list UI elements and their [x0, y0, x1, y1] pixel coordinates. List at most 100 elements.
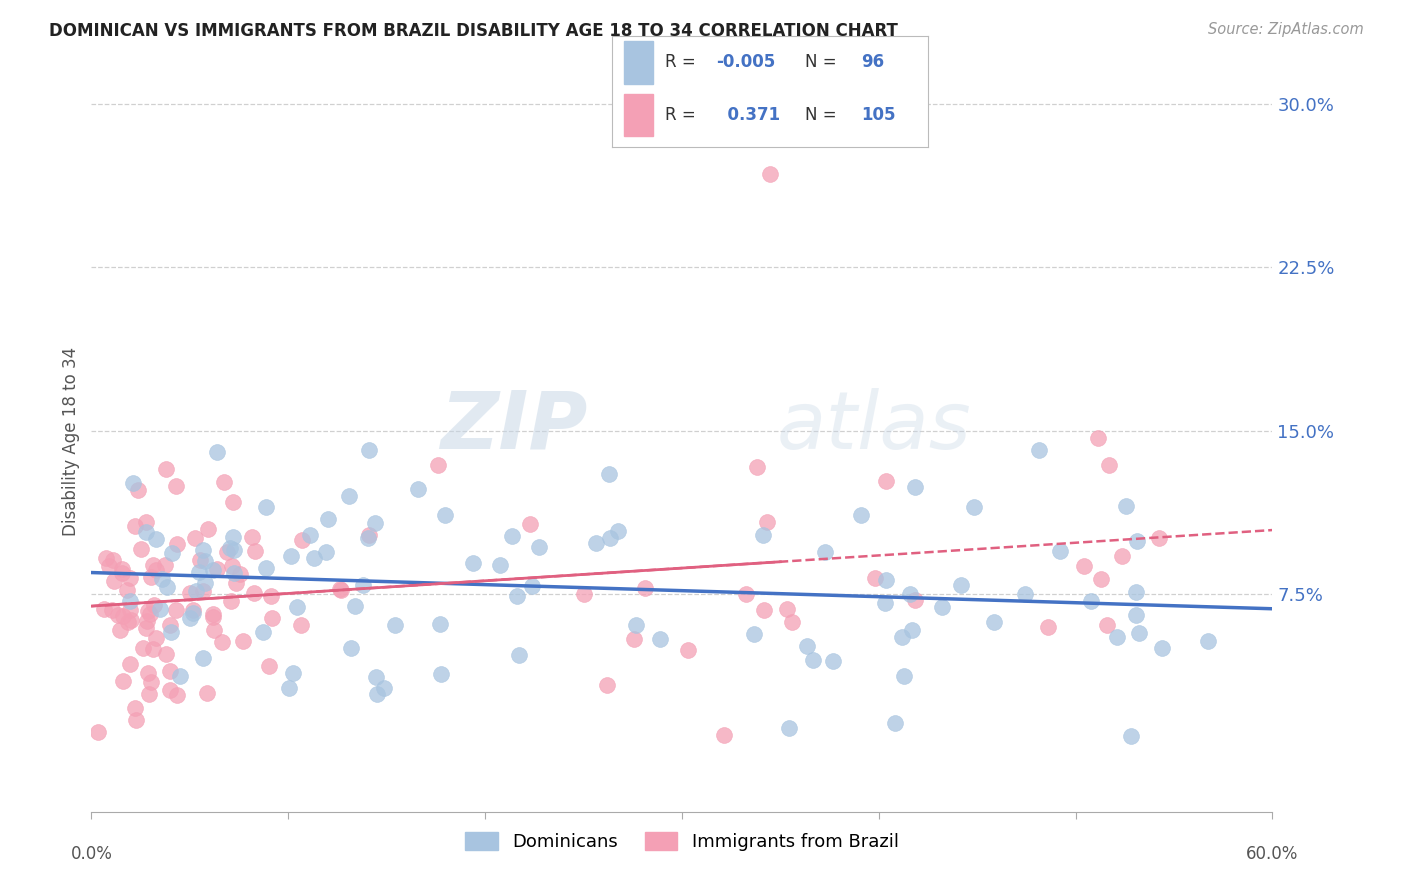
Point: [1090, 572, 1112, 586]
Point: [93, 602, 115, 616]
Point: [159, 617, 181, 632]
Point: [256, 500, 278, 515]
Point: [202, 624, 225, 638]
Point: [221, 559, 243, 574]
Point: [585, 535, 607, 549]
Point: [865, 571, 887, 585]
Point: [883, 716, 905, 731]
Point: [205, 445, 228, 459]
Point: [211, 635, 233, 649]
Point: [159, 683, 181, 698]
Point: [194, 576, 217, 591]
Legend: Dominicans, Immigrants from Brazil: Dominicans, Immigrants from Brazil: [458, 824, 905, 858]
Point: [891, 630, 914, 644]
Point: [145, 563, 167, 577]
Point: [1125, 584, 1147, 599]
Point: [219, 541, 242, 555]
Point: [202, 564, 225, 578]
Point: [219, 593, 242, 607]
Point: [337, 489, 360, 503]
Point: [149, 602, 172, 616]
Point: [117, 615, 139, 629]
Point: [201, 607, 224, 621]
Point: [1095, 618, 1118, 632]
Point: [506, 590, 529, 604]
Point: [875, 474, 897, 488]
Point: [94, 550, 117, 565]
Point: [1111, 549, 1133, 563]
Point: [363, 516, 385, 531]
Point: [596, 678, 619, 692]
Point: [904, 593, 927, 607]
Point: [1119, 729, 1142, 743]
Point: [124, 701, 146, 715]
Point: [103, 553, 125, 567]
Point: [193, 583, 215, 598]
Point: [115, 583, 138, 598]
Point: [1014, 587, 1036, 601]
Point: [155, 462, 177, 476]
Point: [120, 613, 142, 627]
Point: [489, 558, 512, 573]
Text: atlas: atlas: [776, 388, 972, 466]
Point: [136, 666, 159, 681]
Point: [181, 603, 204, 617]
Point: [316, 512, 339, 526]
Point: [315, 545, 337, 559]
Point: [344, 599, 367, 613]
Point: [217, 544, 239, 558]
Point: [901, 624, 924, 638]
Point: [278, 681, 301, 696]
Point: [406, 482, 429, 496]
Point: [778, 721, 800, 735]
Bar: [624, 41, 652, 84]
Point: [823, 654, 845, 668]
Point: [225, 576, 247, 591]
Point: [166, 688, 188, 702]
Point: [262, 611, 284, 625]
Point: [181, 606, 204, 620]
Point: [243, 586, 266, 600]
Point: [339, 640, 361, 655]
Point: [121, 475, 143, 490]
Point: [304, 551, 326, 566]
Point: [166, 537, 188, 551]
Point: [357, 527, 380, 541]
Point: [904, 480, 927, 494]
Point: [291, 533, 314, 547]
Point: [433, 508, 456, 522]
Point: [97, 558, 120, 573]
Point: [776, 602, 799, 616]
Point: [1098, 458, 1121, 473]
Point: [366, 670, 388, 684]
Point: [599, 531, 621, 545]
Point: [111, 609, 134, 624]
Point: [461, 556, 484, 570]
Point: [1128, 625, 1150, 640]
Point: [624, 618, 647, 632]
Point: [165, 478, 187, 492]
Point: [281, 665, 304, 680]
Point: [188, 565, 211, 579]
Point: [136, 615, 159, 629]
Point: [229, 566, 252, 581]
Point: [136, 604, 159, 618]
Point: [366, 687, 388, 701]
Point: [676, 642, 699, 657]
Point: [124, 519, 146, 533]
Point: [290, 618, 312, 632]
Point: [153, 558, 176, 572]
Point: [299, 528, 322, 542]
Point: [240, 530, 263, 544]
Text: -0.005: -0.005: [716, 54, 775, 71]
Point: [875, 574, 897, 588]
Y-axis label: Disability Age 18 to 34: Disability Age 18 to 34: [62, 347, 80, 536]
Point: [329, 583, 352, 598]
Point: [735, 587, 758, 601]
Point: [191, 651, 214, 665]
Point: [1126, 534, 1149, 549]
Point: [195, 686, 218, 700]
Point: [598, 467, 620, 482]
Point: [1028, 443, 1050, 458]
Point: [873, 596, 896, 610]
